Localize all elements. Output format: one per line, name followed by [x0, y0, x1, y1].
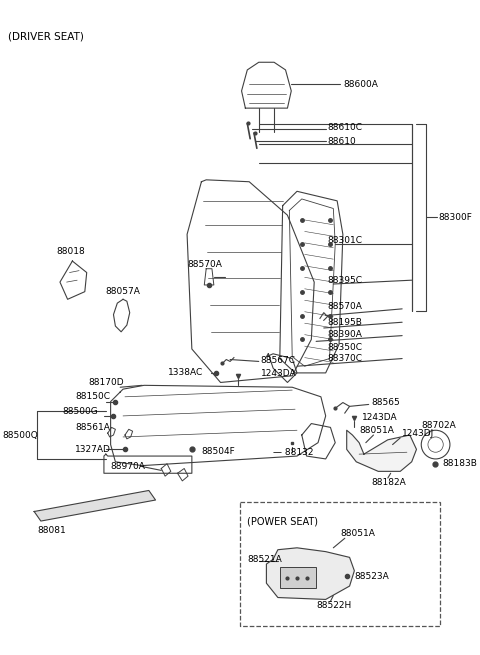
Text: 88170D: 88170D	[89, 378, 124, 387]
Text: 88600A: 88600A	[343, 80, 378, 88]
Text: 88561A: 88561A	[75, 423, 110, 432]
Text: (DRIVER SEAT): (DRIVER SEAT)	[8, 31, 84, 42]
Text: 1243DA: 1243DA	[261, 369, 296, 379]
Text: 88970A: 88970A	[110, 462, 145, 471]
Bar	[280, 567, 316, 588]
Text: 1327AD: 1327AD	[75, 445, 111, 454]
Text: 88567C: 88567C	[261, 356, 296, 365]
Text: 88301C: 88301C	[327, 236, 362, 244]
Text: 88081: 88081	[37, 526, 66, 535]
Text: 88350C: 88350C	[327, 343, 362, 352]
Text: 88500G: 88500G	[63, 407, 98, 416]
Text: 88565: 88565	[372, 398, 400, 407]
Text: 1243DJ: 1243DJ	[402, 428, 434, 438]
Text: 88183B: 88183B	[442, 459, 477, 468]
Text: 88300F: 88300F	[438, 213, 472, 221]
Text: (POWER SEAT): (POWER SEAT)	[247, 516, 318, 526]
Text: 88057A: 88057A	[106, 287, 141, 296]
Text: 88570A: 88570A	[327, 303, 362, 311]
Text: 88521A: 88521A	[247, 555, 282, 564]
Text: 88610C: 88610C	[327, 122, 362, 132]
Text: 88195B: 88195B	[327, 318, 362, 327]
Text: 88370C: 88370C	[327, 354, 362, 363]
Text: 88610: 88610	[327, 137, 356, 146]
Polygon shape	[34, 491, 156, 521]
Text: 1338AC: 1338AC	[168, 368, 203, 377]
Text: 88390A: 88390A	[327, 330, 362, 339]
Polygon shape	[266, 548, 354, 599]
Text: 88051A: 88051A	[340, 529, 375, 538]
Text: 1243DA: 1243DA	[362, 413, 397, 422]
Text: 88702A: 88702A	[421, 421, 456, 430]
Text: 88150C: 88150C	[75, 392, 110, 402]
Text: 88182A: 88182A	[372, 478, 406, 487]
Bar	[240, 502, 440, 626]
Text: — 88132: — 88132	[273, 448, 313, 457]
Text: 88504F: 88504F	[202, 447, 235, 456]
Text: 88395C: 88395C	[327, 276, 362, 285]
Polygon shape	[347, 430, 417, 472]
Text: 88523A: 88523A	[354, 572, 389, 581]
Text: 88500Q: 88500Q	[2, 430, 38, 440]
Text: 88018: 88018	[56, 247, 85, 256]
Text: 88570A: 88570A	[187, 261, 222, 269]
Text: 88051A: 88051A	[359, 426, 394, 435]
Text: 88522H: 88522H	[316, 601, 351, 610]
